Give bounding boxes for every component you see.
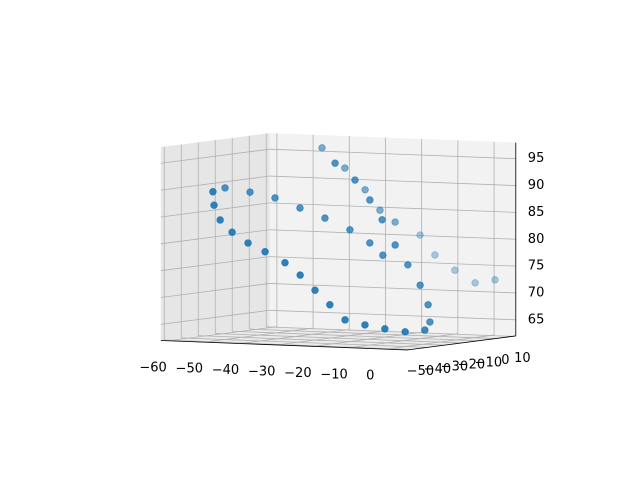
grid-line: [269, 309, 516, 321]
grid-line: [269, 148, 516, 160]
point: [221, 184, 229, 192]
grid-line: [160, 229, 270, 245]
grid-line: [164, 339, 411, 350]
z-tick-label: 95: [528, 151, 545, 166]
point: [416, 281, 424, 289]
point: [491, 276, 499, 284]
point: [424, 301, 432, 309]
point: [261, 248, 269, 256]
z-tick-label: 75: [528, 259, 545, 274]
point: [341, 316, 349, 324]
point: [416, 231, 424, 239]
grid-line: [269, 202, 516, 213]
x-tick-label: −30: [248, 364, 275, 379]
point: [391, 218, 399, 226]
point: [246, 188, 254, 196]
point: [281, 259, 289, 267]
grid-line: [215, 333, 462, 344]
point: [296, 271, 304, 279]
grid-line: [181, 337, 428, 348]
point: [351, 176, 359, 184]
z-tick-label: 90: [528, 178, 545, 193]
point: [426, 318, 434, 326]
grid-line: [198, 335, 445, 346]
point: [451, 266, 459, 274]
axis-line: [160, 340, 408, 351]
point: [244, 239, 252, 247]
z-tick-label: 80: [528, 232, 545, 247]
y-tick-label: 10: [514, 351, 531, 366]
x-tick-label: −60: [139, 360, 166, 375]
axis-line: [406, 335, 516, 351]
x-tick-label: −10: [320, 367, 347, 382]
point: [421, 326, 429, 334]
grid-line: [160, 175, 270, 191]
point: [318, 144, 326, 152]
x-tick-label: −20: [284, 366, 311, 381]
z-tick-label: 65: [528, 312, 545, 327]
grid-line: [160, 309, 270, 325]
grid-line: [269, 283, 516, 294]
point: [228, 228, 236, 236]
y-tick-label: −10: [475, 355, 502, 370]
y-tick-label: 0: [501, 353, 509, 368]
grid-line: [269, 175, 516, 186]
point: [216, 216, 224, 224]
point: [404, 261, 412, 269]
grid-line: [232, 330, 479, 342]
point: [209, 188, 217, 196]
y-tick-label: −30: [441, 360, 468, 375]
point: [326, 301, 334, 309]
point: [381, 325, 389, 333]
point: [361, 186, 369, 194]
point: [210, 201, 218, 209]
x-tick-label: −50: [176, 362, 203, 377]
grid-line: [160, 202, 270, 218]
grid-line: [266, 326, 513, 337]
point: [391, 241, 399, 249]
x-tick-label: 0: [366, 369, 374, 384]
grid-line: [269, 256, 516, 267]
grid-line: [160, 256, 270, 272]
point: [376, 206, 384, 214]
grid-line: [160, 148, 270, 164]
point: [296, 204, 304, 212]
z-tick-label: 85: [528, 205, 545, 220]
y-tick-label: −20: [458, 357, 485, 372]
y-tick-label: −40: [424, 362, 451, 377]
point: [379, 251, 387, 259]
grid-line: [249, 328, 496, 339]
x-tick-label: −40: [212, 363, 239, 378]
point: [378, 216, 386, 224]
z-tick-label: 70: [528, 285, 545, 300]
grid-line: [269, 229, 516, 240]
point: [366, 239, 374, 247]
point: [271, 194, 279, 202]
point: [341, 164, 349, 172]
point: [366, 196, 374, 204]
point: [311, 286, 319, 294]
point: [321, 214, 329, 222]
point: [346, 226, 354, 234]
point: [331, 159, 339, 167]
point: [361, 321, 369, 329]
grid-line: [160, 283, 270, 298]
point: [401, 328, 409, 336]
point: [431, 251, 439, 259]
y-tick-label: −50: [407, 364, 434, 379]
point: [471, 279, 479, 287]
